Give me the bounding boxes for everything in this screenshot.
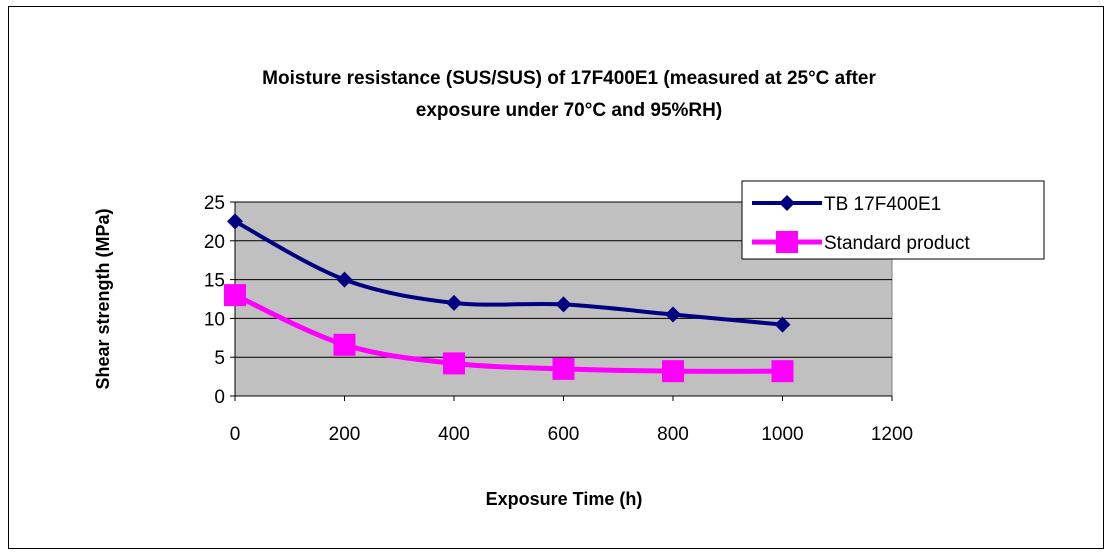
series-0	[227, 213, 791, 333]
series-1-point-0	[224, 284, 246, 307]
legend: TB 17F400E1 Standard product	[741, 180, 1045, 260]
legend-marker-1	[776, 231, 798, 253]
series-0-point-4	[665, 306, 681, 323]
legend-label-1: Standard product	[824, 233, 970, 254]
legend-marker-0	[779, 195, 795, 211]
y-tick-label-0: 0	[214, 387, 225, 408]
chart-frame: Moisture resistance (SUS/SUS) of 17F400E…	[8, 6, 1104, 549]
series-0-point-2	[446, 294, 462, 311]
series-0-point-0	[227, 213, 243, 230]
y-tick-label-5: 25	[204, 193, 225, 214]
y-axis-label: Shear strength (MPa)	[93, 208, 113, 389]
y-tick-label-3: 15	[204, 271, 225, 292]
y-tick-label-1: 5	[214, 348, 225, 369]
y-tick-label-2: 10	[204, 309, 225, 330]
series-1-point-2	[443, 352, 465, 375]
x-tick-label-0: 0	[230, 424, 241, 445]
series-layer	[224, 213, 794, 383]
chart-title-line-2: exposure under 70°C and 95%RH)	[416, 100, 722, 121]
series-line-1	[233, 292, 783, 374]
series-1-point-5	[771, 360, 794, 383]
x-tick-label-2: 400	[438, 424, 470, 445]
series-1-point-3	[552, 357, 575, 380]
series-1	[224, 284, 794, 383]
series-0-point-3	[555, 296, 572, 313]
x-tick-label-6: 1200	[871, 424, 913, 445]
series-line-0	[234, 219, 783, 327]
x-tick-label-1: 200	[329, 424, 361, 445]
y-tick-labels: 0 5 10 15 20 25	[204, 193, 235, 408]
x-tick-label-5: 1000	[761, 424, 803, 445]
series-1-point-4	[662, 360, 684, 383]
series-0-point-5	[774, 316, 791, 333]
x-tick-labels: 0 200 400 600 800 1000 1200	[230, 396, 913, 445]
x-axis-label: Exposure Time (h)	[486, 489, 643, 509]
x-tick-label-4: 800	[657, 424, 689, 445]
chart-title-line-1: Moisture resistance (SUS/SUS) of 17F400E…	[262, 68, 876, 89]
legend-label-0: TB 17F400E1	[824, 194, 941, 215]
chart: Moisture resistance (SUS/SUS) of 17F400E…	[93, 68, 1045, 509]
y-tick-label-4: 20	[204, 232, 225, 253]
x-tick-label-3: 600	[548, 424, 580, 445]
series-1-point-1	[333, 333, 356, 356]
series-0-point-1	[336, 271, 353, 288]
